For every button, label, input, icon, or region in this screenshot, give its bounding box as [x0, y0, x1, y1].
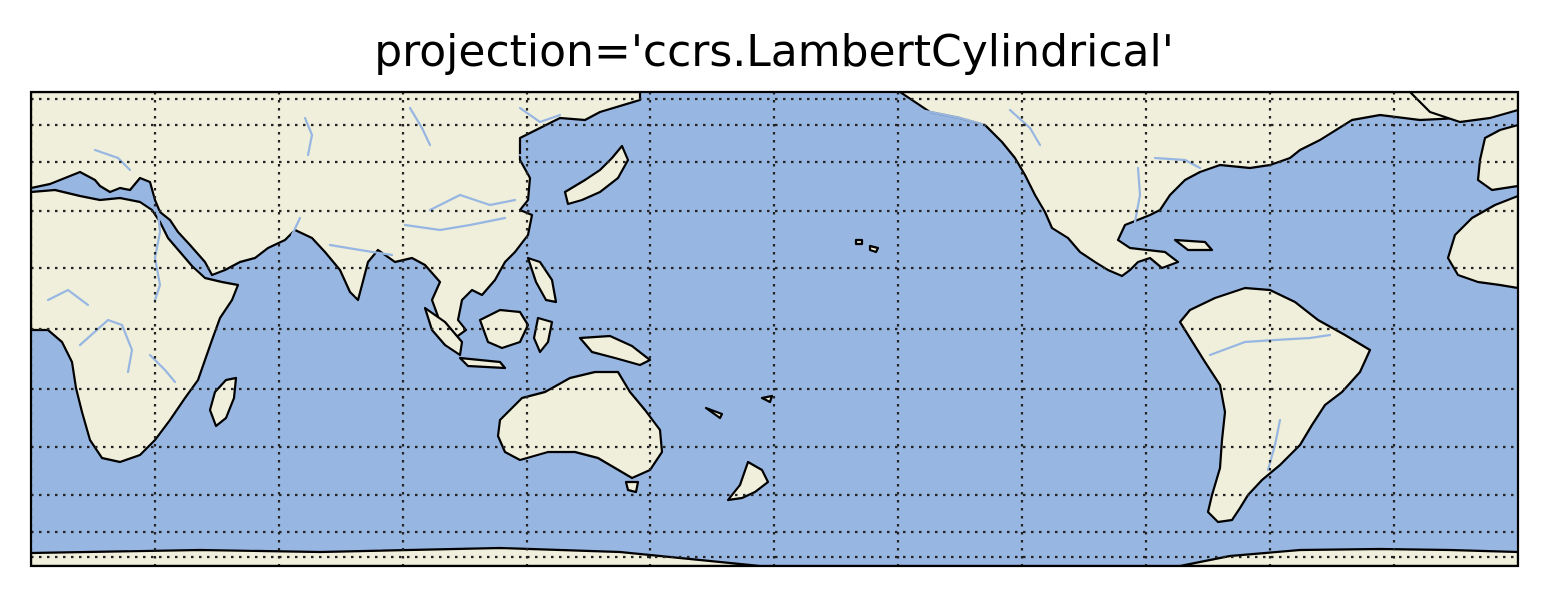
- river-nile: [153, 210, 162, 302]
- land-new-guinea: [578, 334, 652, 367]
- land-fiji: [760, 394, 774, 404]
- map-title: projection='ccrs.LambertCylindrical': [374, 26, 1174, 77]
- river-yukon: [918, 108, 987, 127]
- land-layer: [31, 92, 1518, 566]
- rivers-layer: [46, 106, 1332, 472]
- river-st-lawrence: [1153, 156, 1202, 170]
- land-tasmania: [624, 480, 640, 494]
- land-australia: [496, 370, 664, 480]
- river-zambezi: [148, 353, 177, 384]
- land-europe-edge: [1476, 123, 1518, 192]
- land-greenland: [1408, 92, 1518, 124]
- river-ob: [303, 116, 314, 157]
- river-amur: [518, 148, 580, 164]
- river-amazon: [1208, 333, 1332, 357]
- land-north-america: [898, 92, 1518, 278]
- land-hawaii: [854, 238, 880, 254]
- river-huang-he: [428, 193, 517, 212]
- river-ganges: [328, 243, 394, 257]
- land-eurasia: [31, 92, 642, 340]
- river-mackenzie: [1008, 108, 1042, 147]
- land-new-caledonia: [704, 406, 724, 420]
- river-congo: [78, 318, 134, 374]
- river-yenisei: [408, 106, 432, 147]
- land-south-america: [1178, 286, 1372, 524]
- land-new-zealand: [726, 460, 770, 502]
- map-frame: [29, 90, 1520, 568]
- land-madagascar: [208, 376, 238, 428]
- river-yangtze: [403, 216, 507, 232]
- land-cuba: [1173, 238, 1214, 252]
- river-mississippi: [1133, 166, 1142, 224]
- land-java: [458, 356, 507, 370]
- land-japan: [563, 144, 630, 206]
- land-africa-west-edge: [1446, 194, 1518, 290]
- river-volga: [93, 148, 132, 172]
- land-antarctica: [31, 546, 1518, 566]
- land-sulawesi: [532, 316, 554, 354]
- river-lena: [518, 106, 562, 124]
- river-indus: [290, 216, 302, 237]
- land-africa: [31, 188, 240, 464]
- river-niger: [46, 288, 90, 307]
